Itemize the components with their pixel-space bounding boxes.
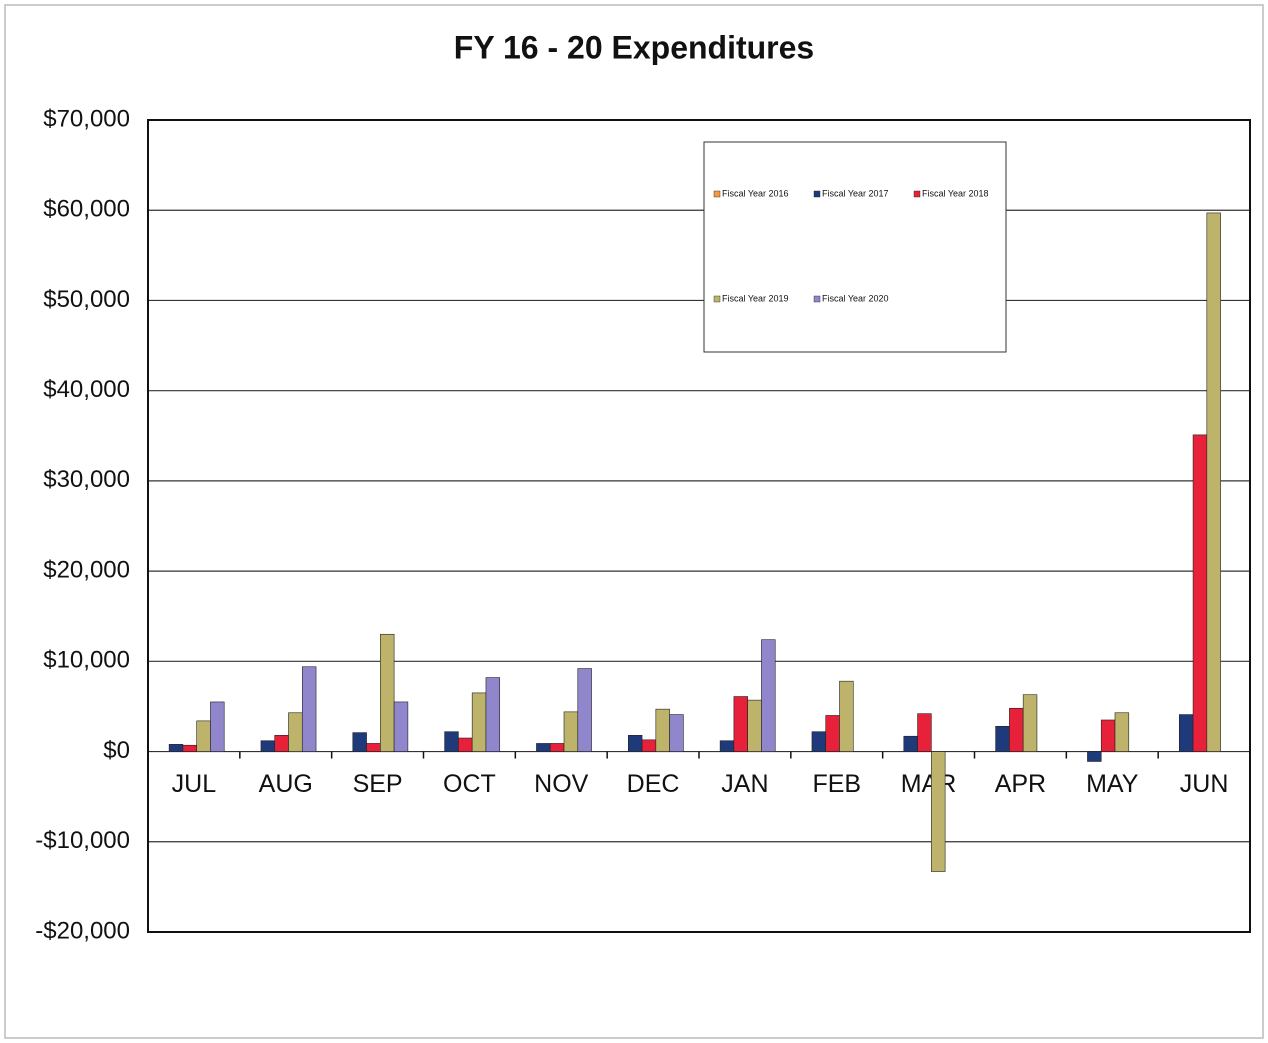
legend-swatch: [913, 190, 921, 198]
legend-label: Fiscal Year 2017: [822, 188, 889, 198]
bar: [471, 692, 487, 752]
y-tick-label: $10,000: [43, 647, 130, 674]
bar: [733, 696, 748, 752]
bar: [839, 680, 854, 752]
bar: [747, 699, 762, 752]
bar: [274, 735, 289, 752]
x-tick-label: AUG: [259, 770, 313, 798]
plot-frame: [147, 119, 1251, 933]
bar: [931, 751, 946, 872]
y-tick-label: $70,000: [43, 105, 130, 132]
bar: [260, 740, 276, 752]
legend-swatch: [813, 295, 821, 303]
y-tick-label: $20,000: [43, 556, 130, 583]
x-tick-label: APR: [995, 770, 1046, 798]
bar: [182, 744, 197, 752]
bar: [655, 708, 670, 752]
x-tick-label: NOV: [534, 770, 589, 798]
y-tick-label: $60,000: [43, 196, 130, 223]
legend-label: Fiscal Year 2018: [922, 188, 989, 198]
bar: [380, 633, 395, 752]
x-tick-label: SEP: [353, 770, 403, 798]
bar: [352, 732, 367, 752]
bar: [995, 725, 1010, 752]
x-tick-label: MAR: [901, 770, 957, 798]
x-tick-label: OCT: [443, 770, 496, 798]
bar: [444, 731, 459, 752]
bar: [903, 735, 918, 752]
y-tick-label: -$10,000: [35, 827, 130, 854]
bar: [393, 701, 409, 752]
bar: [825, 715, 840, 752]
bar: [458, 737, 473, 752]
y-tick-label: $30,000: [43, 466, 130, 493]
bar: [366, 743, 381, 752]
bar: [1178, 714, 1194, 752]
bar: [669, 714, 684, 752]
y-tick-label: -$20,000: [35, 917, 130, 944]
bar: [549, 743, 565, 752]
bar: [563, 711, 579, 752]
bar: [761, 639, 776, 752]
y-tick-label: $40,000: [43, 376, 130, 403]
bar: [210, 701, 225, 752]
legend-label: Fiscal Year 2016: [722, 188, 789, 198]
bar: [1206, 212, 1221, 752]
chart-frame: [4, 4, 1264, 1039]
bar: [811, 731, 827, 752]
x-tick-label: MAY: [1086, 770, 1139, 798]
bar: [288, 712, 303, 752]
legend-label: Fiscal Year 2020: [822, 293, 889, 303]
bar: [536, 743, 551, 752]
bar: [301, 666, 317, 752]
bar: [1192, 434, 1208, 752]
legend-swatch: [813, 190, 821, 198]
x-tick-label: JUL: [172, 770, 217, 798]
bar: [1009, 707, 1024, 752]
bar: [168, 744, 184, 752]
bar: [917, 713, 932, 752]
bar: [1022, 694, 1038, 752]
x-tick-label: DEC: [627, 770, 680, 798]
legend-label: Fiscal Year 2019: [722, 293, 789, 303]
legend-swatch: [713, 190, 721, 198]
x-tick-label: JUN: [1180, 770, 1229, 798]
x-tick-label: FEB: [812, 770, 861, 798]
legend-box: [703, 141, 1007, 353]
bar: [641, 739, 657, 752]
x-tick-label: JAN: [721, 770, 768, 798]
y-tick-label: $50,000: [43, 286, 130, 313]
bar: [577, 668, 592, 752]
legend-swatch: [713, 295, 721, 303]
bar: [196, 720, 211, 752]
bar: [1114, 712, 1130, 752]
bar: [485, 677, 501, 752]
chart-title: FY 16 - 20 Expenditures: [454, 29, 814, 65]
y-tick-label: $0: [103, 737, 130, 764]
bar: [1100, 719, 1116, 752]
bar: [719, 740, 735, 752]
bar: [1087, 751, 1102, 762]
bar: [627, 735, 643, 752]
